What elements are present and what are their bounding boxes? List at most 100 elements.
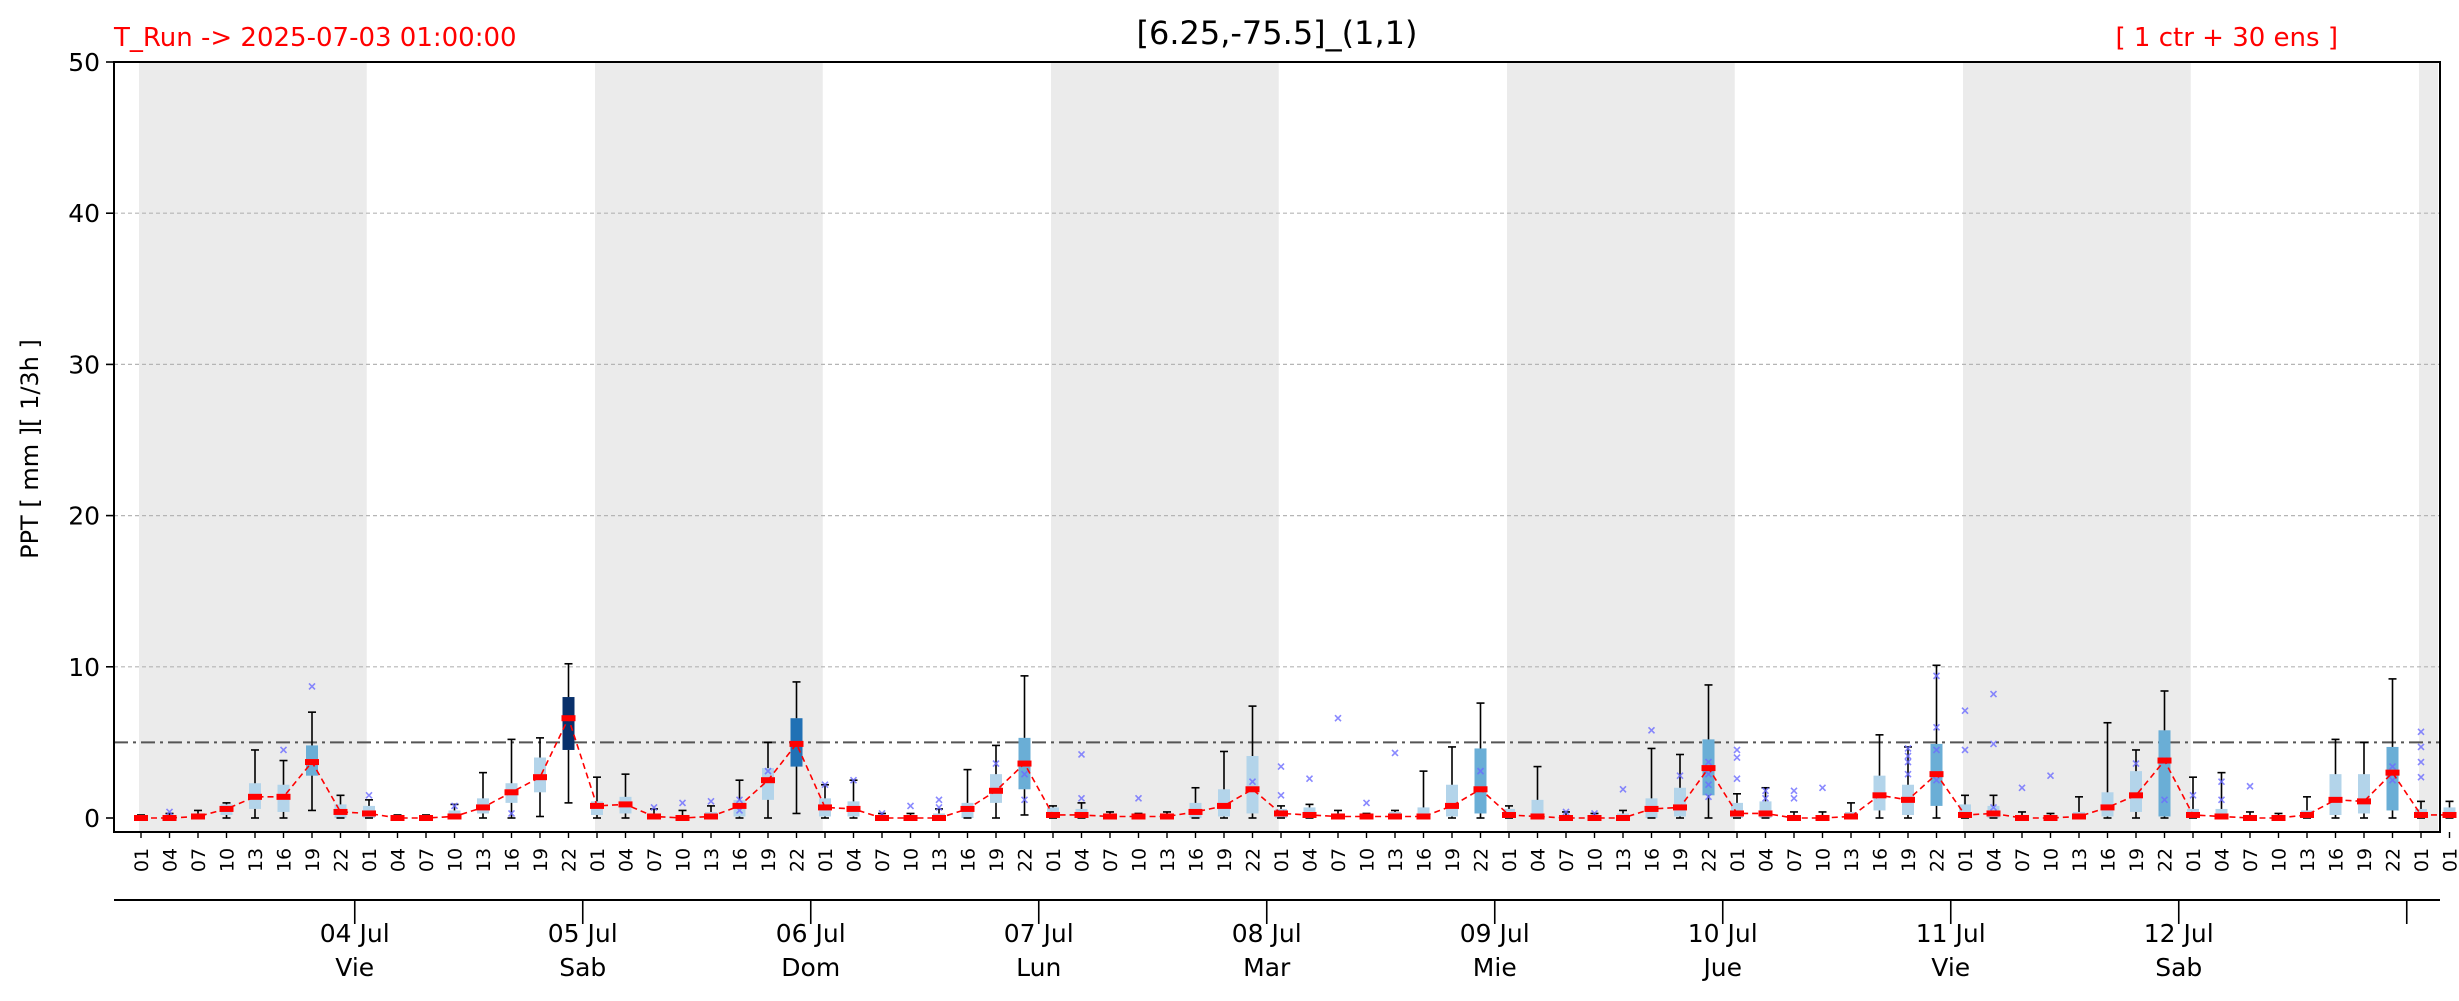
box	[1674, 787, 1686, 817]
median-marker	[1473, 786, 1488, 793]
median-marker	[2414, 811, 2428, 818]
x-tick-label: 16	[958, 848, 980, 872]
x-tick-label: 22	[1015, 848, 1037, 872]
x-tick-label: 16	[730, 848, 752, 872]
box	[1531, 799, 1544, 818]
x-tick-label: 13	[1385, 848, 1407, 872]
day-date-label: 11 Jul	[1916, 919, 1986, 948]
outlier-marker	[1904, 744, 1912, 753]
median-marker	[1986, 810, 2001, 817]
x-tick-label: 22	[1471, 848, 1493, 872]
outlier-marker	[1134, 794, 1143, 802]
outlier-marker	[1619, 785, 1627, 793]
day-weekday-label: Mar	[1243, 953, 1291, 982]
x-tick-label: 13	[1841, 848, 1863, 872]
night-band	[139, 62, 367, 832]
x-tick-label: 19	[758, 848, 780, 872]
outlier-marker	[1904, 752, 1912, 760]
outlier-marker	[1704, 758, 1713, 766]
outlier-marker	[1334, 714, 1342, 722]
outlier-marker	[1733, 775, 1741, 783]
median-marker	[1958, 811, 1972, 818]
outlier-marker	[1932, 672, 1941, 680]
box	[2386, 746, 2399, 811]
x-tick-label: 13	[701, 848, 723, 872]
outlier-marker	[507, 809, 516, 818]
median-marker	[1559, 815, 1573, 821]
median-marker	[1445, 802, 1459, 809]
median-marker	[1587, 815, 1602, 821]
outlier-marker	[2417, 773, 2425, 781]
outlier-marker	[1989, 690, 1998, 698]
y-tick-label: 10	[68, 653, 100, 682]
median-marker	[162, 815, 177, 821]
median-marker	[2385, 769, 2400, 776]
outlier-marker	[650, 803, 658, 811]
day-date-label: 04 Jul	[320, 919, 390, 948]
outlier-marker	[2217, 778, 2226, 786]
y-tick-label: 30	[68, 350, 100, 379]
outlier-marker	[2417, 758, 2425, 766]
x-tick-label: 10	[1585, 848, 1607, 872]
x-tick-label: 04	[1984, 848, 2006, 872]
x-tick-label: 13	[1157, 848, 1179, 872]
median-marker	[675, 815, 690, 821]
median-marker	[1502, 811, 1516, 818]
median-marker	[1929, 771, 1944, 778]
outlier-marker	[1989, 803, 1998, 811]
x-tick-label: 19	[986, 848, 1008, 872]
outlier-marker	[2132, 760, 2140, 768]
day-weekday-label: Sab	[2155, 953, 2202, 982]
median-line	[141, 716, 2450, 819]
x-tick-label: 07	[416, 848, 438, 872]
x-tick-label: 22	[1927, 848, 1949, 872]
median-marker	[533, 774, 547, 781]
median-marker	[1758, 810, 1773, 817]
median-marker	[2043, 815, 2058, 821]
x-tick-label: 01	[359, 848, 381, 872]
median-marker	[960, 805, 975, 812]
x-tick-label: 10	[901, 848, 923, 872]
outlier-marker	[1989, 740, 1998, 748]
median-marker	[2328, 796, 2343, 803]
x-tick-label: 04	[1072, 848, 1094, 872]
median-marker	[761, 777, 775, 784]
x-tick-label: 16	[1642, 848, 1664, 872]
day-weekday-label: Dom	[781, 953, 840, 982]
x-tick-label: 01	[587, 848, 609, 872]
x-tick-label: 13	[2297, 848, 2319, 872]
x-tick-label: 07	[2012, 848, 2034, 872]
outlier-marker	[1932, 746, 1941, 754]
outlier-marker	[735, 796, 744, 804]
day-weekday-label: Lun	[1016, 953, 1061, 982]
outlier-marker	[1790, 787, 1798, 795]
outlier-marker	[1391, 749, 1399, 757]
median-marker	[846, 805, 861, 812]
median-marker	[1302, 811, 1317, 818]
x-tick-label: 16	[2098, 848, 2120, 872]
box	[2158, 730, 2171, 817]
x-tick-label: 19	[2126, 848, 2148, 872]
outlier-marker	[1733, 746, 1741, 754]
day-weekday-label: Vie	[335, 953, 374, 982]
x-tick-label: 04	[616, 848, 638, 872]
box	[2215, 808, 2228, 818]
median-marker	[2214, 813, 2229, 820]
outlier-marker	[2046, 772, 2055, 780]
median-marker	[618, 801, 633, 808]
outlier-marker	[1020, 770, 1029, 778]
median-marker	[732, 802, 747, 809]
day-date-label: 06 Jul	[776, 919, 846, 948]
median-marker	[276, 793, 291, 800]
y-tick-label: 0	[84, 804, 100, 833]
x-tick-label: 13	[1613, 848, 1635, 872]
x-tick-label: 16	[274, 848, 296, 872]
median-marker	[134, 815, 148, 821]
median-marker	[1188, 808, 1203, 815]
outlier-marker	[2417, 728, 2425, 736]
axes: 0 10 20 30 40 50	[68, 48, 2441, 833]
day-date-label: 10 Jul	[1688, 919, 1758, 948]
night-shade-bands	[139, 62, 2438, 832]
median-marker	[2271, 815, 2286, 821]
median-marker	[903, 815, 918, 821]
